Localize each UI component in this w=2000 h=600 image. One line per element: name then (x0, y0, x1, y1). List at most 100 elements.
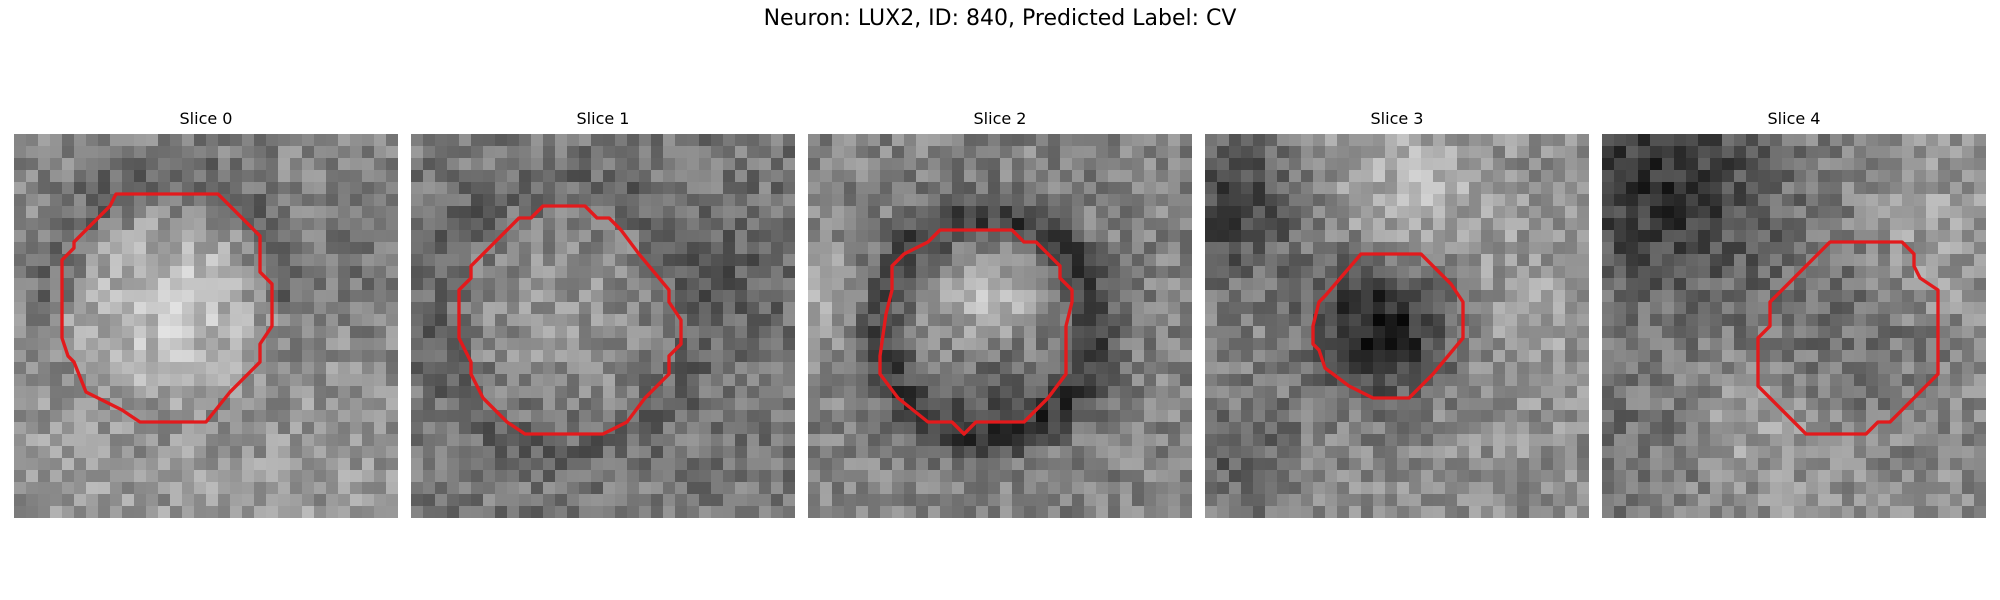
pixel (1517, 470, 1530, 483)
pixel (639, 158, 652, 171)
pixel (603, 506, 616, 518)
pixel (928, 254, 941, 267)
pixel (868, 470, 881, 483)
pixel (1168, 182, 1181, 195)
pixel (1914, 182, 1927, 195)
pixel (1517, 266, 1530, 279)
pixel (964, 134, 977, 147)
pixel (808, 422, 821, 435)
pixel (350, 314, 363, 327)
pixel (1602, 206, 1615, 219)
pixel (338, 398, 351, 411)
pixel (338, 338, 351, 351)
pixel (435, 266, 448, 279)
pixel (1842, 170, 1855, 183)
pixel (1180, 314, 1192, 327)
pixel (1505, 170, 1518, 183)
pixel (639, 434, 652, 447)
pixel (194, 158, 207, 171)
pixel (158, 362, 171, 375)
pixel (1481, 350, 1494, 363)
pixel (928, 266, 941, 279)
pixel (1000, 290, 1013, 303)
pixel (627, 290, 640, 303)
pixel (820, 206, 833, 219)
pixel (495, 242, 508, 255)
pixel (206, 494, 219, 507)
pixel (1614, 266, 1627, 279)
pixel (411, 422, 424, 435)
pixel (338, 158, 351, 171)
pixel (483, 134, 496, 147)
pixel (663, 182, 676, 195)
pixel (1373, 290, 1386, 303)
pixel (338, 482, 351, 495)
pixel (1878, 158, 1891, 171)
pixel (844, 482, 857, 495)
pixel (266, 194, 279, 207)
pixel (1505, 266, 1518, 279)
pixel (266, 398, 279, 411)
pixel (146, 362, 159, 375)
pixel (567, 434, 580, 447)
pixel (134, 206, 147, 219)
pixel (1132, 374, 1145, 387)
pixel (1794, 410, 1807, 423)
pixel (1614, 218, 1627, 231)
pixel (158, 338, 171, 351)
pixel (1445, 374, 1458, 387)
pixel (1421, 218, 1434, 231)
pixel (1782, 170, 1795, 183)
pixel (338, 194, 351, 207)
pixel (1806, 242, 1819, 255)
pixel (218, 146, 231, 159)
pixel (1084, 302, 1097, 315)
pixel (663, 134, 676, 147)
pixel (314, 494, 327, 507)
pixel (1024, 494, 1037, 507)
pixel (579, 302, 592, 315)
pixel (892, 434, 905, 447)
pixel (988, 194, 1001, 207)
pixel (543, 158, 556, 171)
pixel (1120, 158, 1133, 171)
pixel (627, 302, 640, 315)
pixel (1277, 182, 1290, 195)
pixel (639, 410, 652, 423)
pixel (26, 374, 39, 387)
pixel (928, 494, 941, 507)
pixel (38, 254, 51, 267)
pixel (362, 302, 375, 315)
pixel (1734, 434, 1747, 447)
pixel (1385, 410, 1398, 423)
pixel (711, 206, 724, 219)
pixel (976, 314, 989, 327)
pixel (567, 350, 580, 363)
pixel (988, 254, 1001, 267)
pixel (820, 314, 833, 327)
pixel (759, 242, 772, 255)
pixel (1156, 278, 1169, 291)
pixel (62, 482, 75, 495)
pixel (771, 410, 784, 423)
pixel (1373, 470, 1386, 483)
pixel (459, 458, 472, 471)
pixel (62, 290, 75, 303)
pixel (687, 398, 700, 411)
pixel (519, 194, 532, 207)
pixel (567, 362, 580, 375)
pixel (1602, 230, 1615, 243)
pixel (880, 134, 893, 147)
pixel (1746, 446, 1759, 459)
pixel (1926, 194, 1939, 207)
pixel (74, 206, 87, 219)
pixel (880, 146, 893, 159)
pixel (1024, 302, 1037, 315)
pixel (98, 326, 111, 339)
pixel (1650, 266, 1663, 279)
pixel (940, 206, 953, 219)
pixel (1914, 254, 1927, 267)
pixel (50, 194, 63, 207)
pixel (615, 146, 628, 159)
pixel (290, 458, 303, 471)
